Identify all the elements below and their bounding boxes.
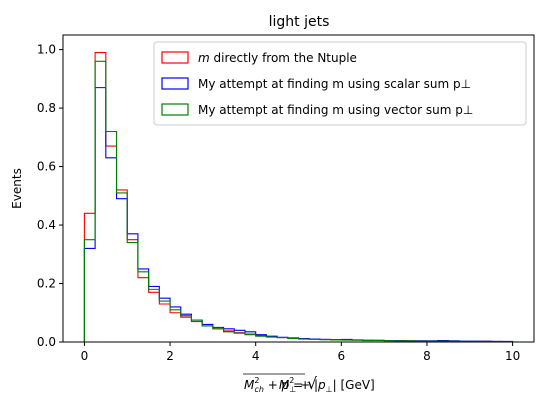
y-tick-label: 0.4 — [37, 218, 56, 232]
svg-text:M = √: M = √ — [279, 374, 318, 393]
y-axis: 0.0 0.2 0.4 0.6 0.8 1.0 — [37, 43, 63, 349]
legend-label-1: My attempt at finding m using scalar sum… — [198, 77, 471, 91]
x-axis: 0 2 4 6 8 10 — [81, 342, 520, 363]
y-tick-label: 1.0 — [37, 43, 56, 57]
x-tick-label: 2 — [166, 349, 174, 363]
x-tick-label: 8 — [423, 349, 431, 363]
y-tick-label: 0.2 — [37, 277, 56, 291]
legend-box — [153, 41, 527, 126]
x-tick-label: 0 — [81, 349, 89, 363]
plot-frame — [62, 34, 535, 343]
legend-swatch-2 — [161, 103, 189, 116]
y-axis-title: Events — [10, 168, 24, 209]
y-tick-label: 0.6 — [37, 160, 56, 174]
legend-swatch-1 — [161, 77, 189, 90]
legend-label-0: m directly from the Ntuple — [198, 51, 357, 65]
series-layer — [83, 51, 514, 343]
series-2-step-line — [83, 60, 514, 343]
x-tick-label: 4 — [252, 349, 260, 363]
legend-swatch-0 — [161, 51, 189, 64]
y-tick-label: 0.8 — [37, 101, 56, 115]
x-tick-label: 10 — [505, 349, 520, 363]
legend: m directly from the Ntuple My attempt at … — [153, 41, 527, 126]
y-tick-label: 0.0 — [37, 335, 56, 349]
legend-label-2: My attempt at finding m using vector sum… — [198, 103, 473, 117]
chart-title: light jets — [269, 14, 330, 30]
x-tick-label: 6 — [337, 349, 345, 363]
x-axis-title: M = √ M2 ch + p2 ⊥ + |p⊥| [GeV] — [243, 373, 375, 394]
